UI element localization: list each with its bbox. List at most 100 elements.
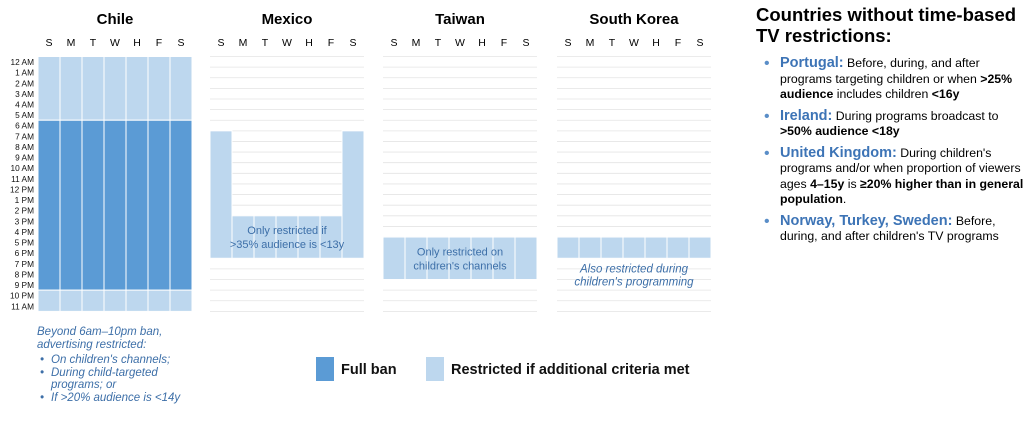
panel-title: Mexico [262,11,313,28]
bullet-dot: • [764,55,770,72]
hour-label: 8 PM [15,269,34,279]
restricted-cell [147,56,171,121]
restricted-cell [209,130,233,259]
day-label: W [629,37,639,49]
restricted-cell [382,236,406,281]
hour-label: 1 AM [15,68,34,78]
right-panel-title: Countries without time-based TV restrict… [756,4,1017,46]
chile-note-bullet: If >20% audience is <14y [51,392,181,404]
panel-note: Also restricted during [579,263,689,275]
restricted-cell [37,289,61,312]
hour-label: 4 AM [15,99,34,109]
country-rule-text: >50% audience <18y [780,124,900,138]
country-rule-text: includes children [833,87,932,101]
day-label: T [262,37,269,49]
day-label: S [696,37,703,49]
day-label: M [586,37,595,49]
restricted-cell [556,236,580,259]
panels: Chile S M T W H F S Beyond 6am–10pm ban,advertis… [37,11,712,404]
panel-inner-text: >35% audience is <13y [230,239,345,251]
no-time-restriction-panel: Countries without time-based TV restrict… [756,4,1024,251]
hour-label: 9 PM [15,280,34,290]
restricted-cell [125,289,149,312]
panel-taiwan: Taiwan S M T W H F S Only restricted on children'… [382,11,538,312]
restricted-cell [600,236,624,259]
restricted-cell [169,56,193,121]
panel-south-korea: South Korea S M T W H F S Also restricted during… [556,11,712,312]
hour-label: 8 AM [15,142,34,152]
hour-label: 2 AM [15,78,34,88]
legend-label: Full ban [341,362,397,378]
full-ban-cell [169,119,193,291]
full-ban-cell [147,119,171,291]
legend-label: Restricted if additional criteria met [451,362,690,378]
chile-note-line: advertising restricted: [37,339,146,351]
restricted-cell [125,56,149,121]
restricted-cell [103,56,127,121]
hour-label: 12 PM [10,184,34,194]
country-rule-text: During programs broadcast to [832,108,999,123]
country-rule-text: 4–15y [810,176,845,191]
restricted-cell [644,236,668,259]
restricted-cell [147,289,171,312]
chile-note: Beyond 6am–10pm ban,advertising restrict… [37,326,181,404]
panel-title: South Korea [589,11,679,28]
restricted-cell [103,289,127,312]
full-ban-cell [125,119,149,291]
bullet-dot: • [40,354,44,366]
full-ban-cell [81,119,105,291]
bullet-dot: • [40,392,44,404]
day-label: S [522,37,529,49]
restricted-cell [622,236,646,259]
panel-inner-text: Only restricted on [417,246,503,258]
day-label: W [282,37,292,49]
restricted-cell [59,56,83,121]
hour-label: 11 AM [11,301,34,311]
day-label: S [564,37,571,49]
panel-mexico: Mexico S M T W H F S Only restricted if >35% audi… [209,11,365,312]
hour-label: 12 AM [10,57,34,67]
day-label: H [478,37,486,49]
country-rule-text: During children's programs and/or when p… [780,145,1021,191]
country-rule-text: <16y [931,87,960,101]
country-name: Portugal: [780,55,844,71]
bullet-dot: • [764,144,770,162]
country-item: • Portugal: Before, during, and after pro… [764,55,1024,103]
restricted-cell [514,236,538,281]
day-label: S [217,37,224,49]
hour-label: 6 PM [15,248,34,258]
day-label: M [412,37,421,49]
day-label: M [239,37,248,49]
hour-label: 6 AM [15,121,34,131]
chile-note-bullet: During child-targeted [51,367,158,379]
day-label: F [675,37,681,49]
restricted-cell [81,56,105,121]
day-label: T [435,37,442,49]
country-item: • Norway, Turkey, Sweden: Before, during,… [764,212,1024,245]
panel-inner-text: Only restricted if [247,225,327,237]
hour-label: 3 PM [15,216,34,226]
hour-label: 7 AM [15,131,34,141]
day-label: T [609,37,616,49]
day-label: H [305,37,313,49]
restricted-cell [341,130,365,259]
hour-label: 2 PM [15,206,34,216]
day-label: W [110,37,120,49]
restricted-cell [37,56,61,121]
hour-label: 1 PM [15,195,34,205]
country-item: • Ireland: During programs broadcast to >… [764,108,1024,140]
country-item: • United Kingdom: During children's progr… [764,144,1024,208]
legend-swatch [426,357,444,381]
legend: Full ban Restricted if additional criteri… [316,357,690,381]
country-rule-text: ≥20% higher than in general population [780,176,1024,207]
country-rule-text: is [844,176,861,191]
day-label: F [328,37,334,49]
legend-swatch [316,357,334,381]
chile-note-line: Beyond 6am–10pm ban, [37,326,162,338]
restricted-cell [81,289,105,312]
country-rule-text: Before, during, and after children's TV … [780,213,999,244]
country-name: Norway, Turkey, Sweden: [780,212,953,229]
day-label: S [390,37,397,49]
chile-note-bullet: programs; or [50,379,117,391]
